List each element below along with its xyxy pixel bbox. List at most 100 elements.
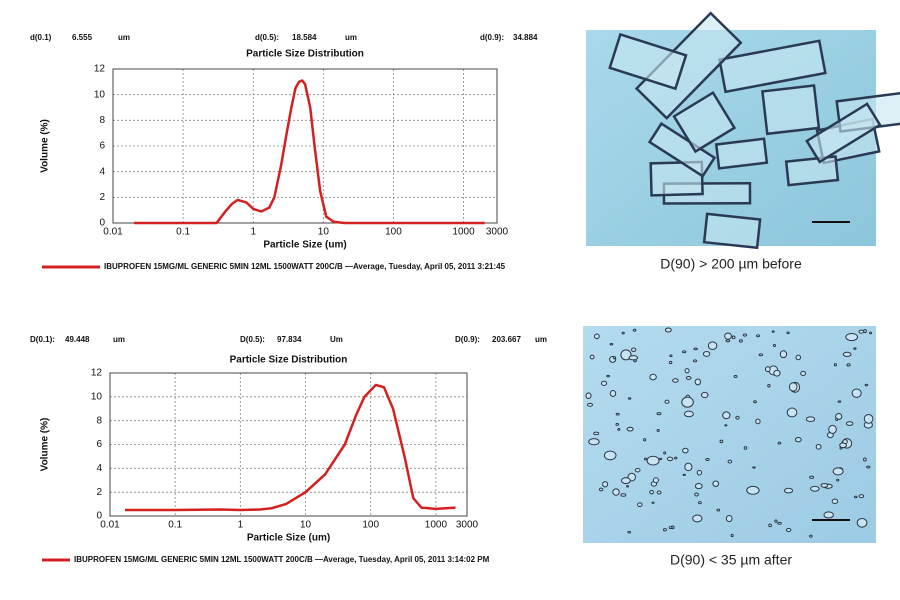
particle (682, 447, 689, 454)
particle (613, 356, 617, 360)
x-tick-label: 1000 (452, 227, 475, 238)
particle (858, 329, 865, 334)
particle (621, 477, 631, 485)
stat-label: D(0.9): (455, 335, 480, 344)
particle (602, 481, 609, 488)
particle (727, 459, 733, 464)
stat-label: d(0.5): (255, 33, 279, 42)
particle (598, 487, 604, 492)
particle (684, 462, 693, 472)
particle (694, 483, 703, 490)
particle (820, 483, 829, 488)
particle (698, 501, 702, 505)
particle (731, 335, 736, 340)
particle (864, 383, 869, 387)
x-tick-label: 1000 (425, 520, 448, 531)
y-tick-label: 12 (91, 368, 103, 379)
particle (805, 416, 816, 423)
particle (662, 528, 667, 532)
particle (589, 354, 595, 360)
x-axis-label: Particle Size (um) (247, 533, 330, 544)
particle (743, 446, 748, 450)
particle (593, 431, 600, 436)
stat-unit: Um (330, 335, 343, 344)
y-tick-label: 2 (99, 192, 105, 203)
stat-value: 18.584 (292, 33, 317, 42)
particle (627, 531, 632, 534)
particle (609, 390, 617, 397)
stat-label: D(0.1): (30, 335, 55, 344)
particle (631, 347, 637, 352)
particle (856, 517, 868, 528)
stat-value: 97.834 (277, 335, 302, 344)
particle (627, 397, 632, 400)
particle (772, 343, 776, 347)
y-axis-label: Volume (%) (40, 418, 51, 472)
particle (585, 392, 592, 399)
particle (603, 450, 617, 461)
particle (668, 526, 673, 530)
particle (831, 498, 839, 504)
particle (785, 527, 792, 533)
particle (600, 380, 608, 387)
particle (810, 485, 820, 492)
plot-frame (109, 372, 468, 517)
particle (682, 473, 686, 476)
particle (693, 347, 698, 351)
particle (786, 407, 798, 418)
particle (659, 457, 663, 460)
particle (656, 429, 660, 432)
x-tick-label: 10 (318, 227, 330, 238)
particle (777, 441, 782, 445)
particle (620, 493, 627, 497)
particle (722, 411, 731, 420)
line (134, 79, 485, 225)
particle (700, 391, 709, 399)
particle (869, 331, 873, 335)
crystal (608, 32, 688, 91)
crystal (672, 90, 737, 154)
particle (773, 369, 781, 377)
particle (712, 480, 720, 487)
stat-value: 49.448 (65, 335, 90, 344)
particle (702, 350, 711, 357)
x-tick-label: 3000 (456, 520, 479, 531)
stat-unit: um (345, 33, 357, 42)
particle (684, 368, 690, 374)
particle (735, 415, 740, 420)
x-axis-label: Particle Size (um) (263, 240, 346, 251)
x-tick-label: 0.1 (176, 227, 190, 238)
stat-label: D(0.5): (240, 335, 265, 344)
particle (656, 412, 662, 416)
particle (696, 469, 703, 476)
particle (845, 332, 859, 342)
particle (756, 334, 761, 338)
stat-value: 34.884 (513, 33, 538, 42)
particle (800, 370, 807, 376)
particle (716, 508, 721, 512)
y-tick-label: 4 (96, 463, 102, 474)
y-tick-label: 0 (96, 511, 102, 522)
particle (683, 410, 694, 418)
x-tick-label: 0.01 (100, 520, 120, 531)
stat-unit: um (118, 33, 130, 42)
particle (832, 467, 844, 476)
particle (779, 350, 788, 359)
particle (836, 478, 840, 482)
particle (672, 378, 679, 383)
particle (767, 384, 771, 388)
particle (664, 399, 670, 404)
x-tick-label: 1 (250, 227, 256, 238)
particle (634, 467, 641, 473)
particle (673, 456, 678, 460)
particle (694, 378, 702, 386)
particle (586, 402, 594, 407)
particle (794, 437, 802, 443)
particle (649, 490, 654, 495)
particle (681, 396, 694, 408)
particle (795, 354, 802, 361)
caption: D(90) < 35 µm after (670, 552, 792, 568)
particle (863, 413, 874, 424)
chart-title: Particle Size Distribution (230, 355, 348, 366)
